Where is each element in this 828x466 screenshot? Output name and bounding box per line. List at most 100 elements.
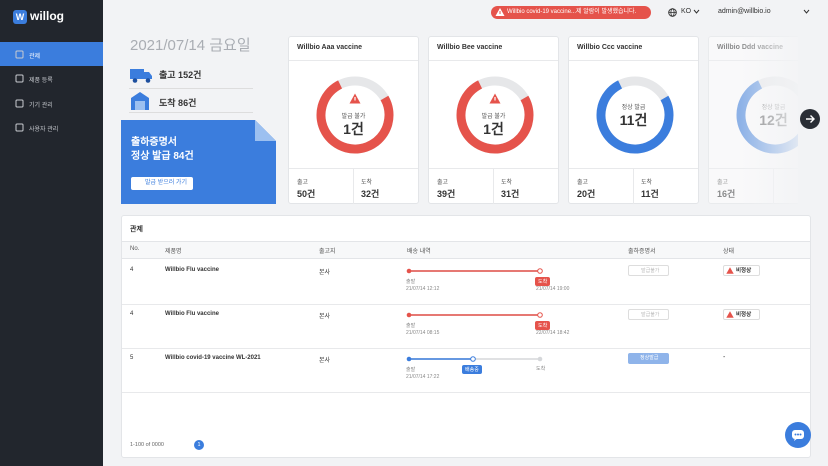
timeline [406, 268, 543, 274]
arrived-count: 31건 [501, 189, 520, 199]
certificate-button[interactable]: 정상발급 [628, 353, 669, 364]
start-time: 21/07/14 12:12 [406, 286, 440, 292]
row-divider [122, 392, 810, 393]
column-header[interactable]: 출고지 [319, 249, 336, 255]
chat-icon [792, 430, 804, 441]
column-header[interactable]: 출하증명서 [628, 249, 656, 255]
divider [129, 112, 253, 113]
globe-icon [668, 8, 677, 17]
divider [633, 168, 634, 204]
column-header[interactable]: No. [130, 246, 140, 252]
middle-label: 배송중 [462, 365, 482, 374]
menu-item[interactable]: 제품 등록 [29, 78, 53, 85]
shipped-count: 20건 [577, 189, 596, 199]
shipped-total: 출고 152건 [159, 70, 202, 80]
column-header[interactable]: 배송 내역 [407, 249, 431, 255]
certificate-button[interactable]: 발급불가 [628, 309, 669, 320]
card-status: 발급 불가 [481, 114, 506, 120]
button-text: 발급 받으러 가기 [145, 180, 187, 186]
divider [289, 60, 418, 61]
fade [740, 30, 800, 210]
vaccine-card[interactable]: Willbio Aaa vaccine 발급 불가 1건 출고 50건 도착 32건 [288, 36, 419, 204]
start-label: 출발 [406, 323, 416, 329]
menu-item[interactable]: 사용자 관리 [29, 126, 59, 133]
start-label: 출발 [406, 279, 416, 285]
divider [493, 168, 494, 204]
divider [353, 168, 354, 204]
product: Willbio Flu vaccine [165, 267, 219, 273]
vaccine-card[interactable]: Willbio Ccc vaccine 정상 발급 11건 출고 20건 도착 11건 [568, 36, 699, 204]
origin: 본사 [319, 270, 331, 276]
shipped-label: 출고 [437, 180, 449, 186]
no: 4 [130, 311, 134, 317]
status: 비정상 [723, 309, 760, 320]
chevron [803, 9, 810, 14]
certificate-button[interactable]: 발급불가 [628, 265, 669, 276]
card-status: 발급 불가 [341, 114, 366, 120]
divider [129, 88, 253, 89]
warning-icon [726, 311, 734, 318]
end-label: 도착 [535, 321, 551, 330]
menu-item[interactable]: 관제 [29, 54, 41, 60]
end-label: 도착 [536, 366, 546, 372]
column-header[interactable]: 제품명 [165, 249, 182, 255]
warning-icon [349, 93, 361, 104]
start-time: 21/07/14 17:22 [406, 374, 440, 380]
origin: 본사 [319, 358, 331, 364]
row-divider [122, 348, 810, 349]
divider [122, 241, 810, 242]
logo: willog [30, 9, 64, 23]
shipped-label: 출고 [297, 180, 309, 186]
donut [316, 76, 394, 154]
table-title: 관제 [130, 226, 143, 233]
card-count: 1건 [343, 121, 364, 137]
card-status: 정상 발급 [621, 105, 646, 111]
certificate-title: 출하증명서 [131, 137, 177, 148]
card-title: Willbio Bee vaccine [437, 44, 503, 51]
arrow-icon [806, 115, 815, 123]
shipped-count: 50건 [297, 189, 316, 199]
menu-icon [15, 123, 24, 132]
start-label: 출발 [406, 367, 416, 373]
menu-icon [15, 99, 24, 108]
divider [569, 60, 698, 61]
alert-text: Willbio covid-19 vaccine...제 알람이 발생했습니다. [507, 9, 637, 15]
status: 비정상 [723, 265, 760, 276]
warning-icon [489, 93, 501, 104]
user[interactable]: admin@willbio.io [718, 8, 771, 15]
donut [596, 76, 674, 154]
page-number[interactable]: 1 [194, 440, 204, 450]
sidebar: W willog 관제 제품 등록 기기 관리 사용자 관리 [0, 0, 103, 466]
shipped-label: 출고 [577, 180, 589, 186]
no: 5 [130, 355, 134, 361]
status: - [723, 354, 726, 361]
truck-icon [130, 69, 152, 83]
alert[interactable]: Willbio covid-19 vaccine...제 알람이 발생했습니다. [491, 6, 651, 19]
active-menu-bg [0, 42, 103, 66]
no: 4 [130, 267, 134, 273]
pagination-range: 1-100 of 0000 [130, 442, 164, 448]
shipped-count: 16건 [717, 189, 736, 199]
table-panel: 관제 No. 제품명 출고지 배송 내역 출하증명서 상태 4 Willbio Flu vac… [121, 215, 811, 458]
card-carousel: Willbio Aaa vaccine 발급 불가 1건 출고 50건 도착 32건 Will… [280, 0, 798, 210]
certificate-button[interactable]: 발급 받으러 가기 [131, 177, 193, 190]
origin: 본사 [319, 314, 331, 320]
language[interactable]: KO [681, 8, 692, 15]
date: 2021/07/14 금요일 [130, 37, 251, 54]
column-header[interactable]: 상태 [723, 249, 735, 255]
end-label: 도착 [535, 277, 551, 286]
card-title: Willbio Aaa vaccine [297, 44, 363, 51]
menu-item[interactable]: 기기 관리 [29, 102, 53, 109]
start-time: 21/07/14 08:15 [406, 330, 440, 336]
warehouse-icon [131, 92, 149, 110]
timeline [406, 356, 543, 362]
shipped-count: 39건 [437, 189, 456, 199]
arrived-label: 도착 [361, 180, 373, 186]
arrived-count: 11건 [641, 189, 659, 199]
card-title: Willbio Ccc vaccine [577, 44, 643, 51]
arrived-label: 도착 [501, 180, 513, 186]
card-count: 1건 [483, 121, 504, 137]
shipped-label: 출고 [717, 180, 729, 186]
